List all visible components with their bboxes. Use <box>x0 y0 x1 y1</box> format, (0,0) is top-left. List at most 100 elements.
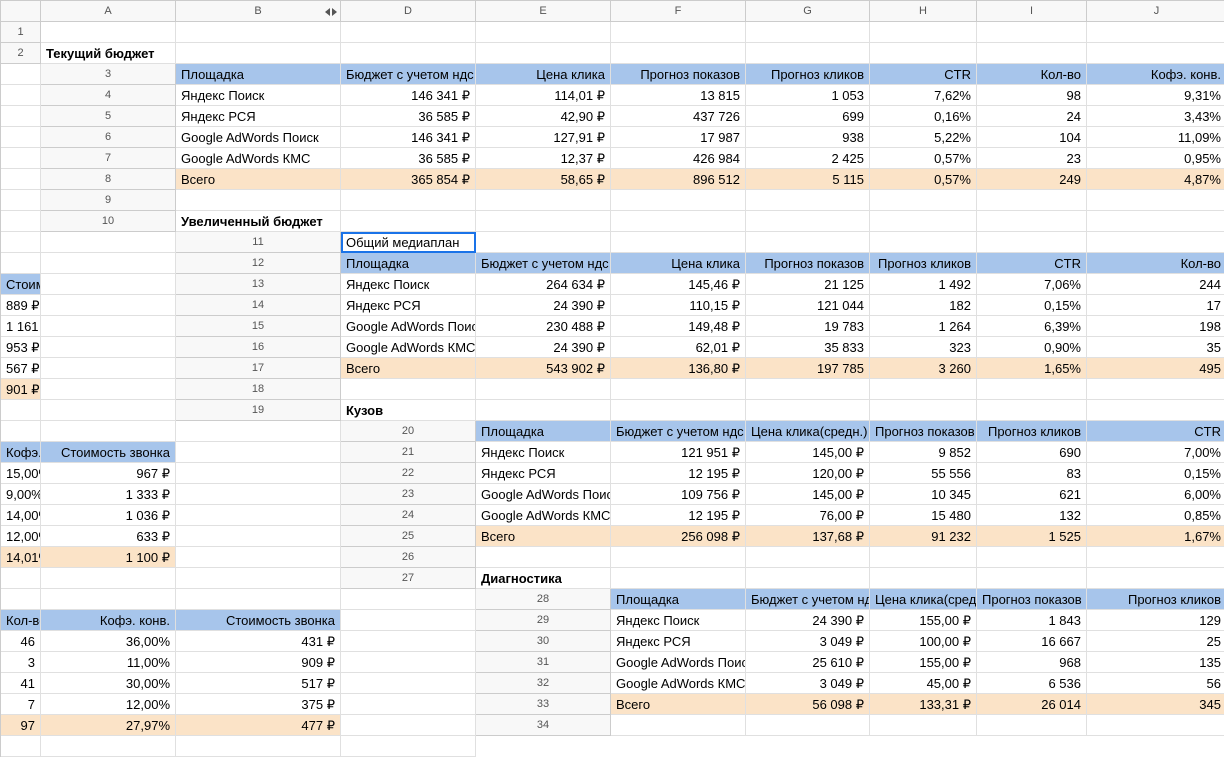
empty-cell[interactable] <box>476 232 611 253</box>
data-cell[interactable]: Яндекс РСЯ <box>476 463 611 484</box>
row-header[interactable]: 33 <box>476 694 611 715</box>
table-header[interactable]: Кофэ. конв. <box>41 610 176 631</box>
total-cell[interactable]: 1,67% <box>1087 526 1224 547</box>
data-cell[interactable]: 690 <box>977 442 1087 463</box>
data-cell[interactable]: 909 ₽ <box>176 652 341 673</box>
total-cell[interactable]: 345 <box>1087 694 1224 715</box>
table-header[interactable]: Прогноз показов <box>977 589 1087 610</box>
empty-cell[interactable] <box>746 379 870 400</box>
empty-cell[interactable] <box>977 547 1087 568</box>
row-header[interactable]: 22 <box>341 463 476 484</box>
empty-cell[interactable] <box>1 127 41 148</box>
total-cell[interactable]: Всего <box>176 169 341 190</box>
row-header[interactable]: 6 <box>41 127 176 148</box>
total-cell[interactable]: 1 525 <box>977 526 1087 547</box>
data-cell[interactable]: 699 <box>746 106 870 127</box>
data-cell[interactable]: 114,01 ₽ <box>476 85 611 106</box>
table-header[interactable]: Цена клика(средн.) <box>746 421 870 442</box>
empty-cell[interactable] <box>1 232 41 253</box>
data-cell[interactable]: 109 756 ₽ <box>611 484 746 505</box>
section-title[interactable]: Текущий бюджет <box>41 43 176 64</box>
empty-cell[interactable] <box>746 43 870 64</box>
total-cell[interactable]: 901 ₽ <box>1 379 41 400</box>
data-cell[interactable]: 437 726 <box>611 106 746 127</box>
data-cell[interactable]: 35 833 <box>746 337 870 358</box>
table-header[interactable]: Цена клика <box>476 64 611 85</box>
empty-cell[interactable] <box>41 295 176 316</box>
row-header[interactable]: 11 <box>176 232 341 253</box>
data-cell[interactable]: 3,43% <box>1087 106 1224 127</box>
empty-cell[interactable] <box>870 568 977 589</box>
data-cell[interactable]: Яндекс Поиск <box>341 274 476 295</box>
data-cell[interactable]: 17 987 <box>611 127 746 148</box>
row-header[interactable]: 9 <box>41 190 176 211</box>
empty-cell[interactable] <box>1 169 41 190</box>
empty-cell[interactable] <box>41 421 176 442</box>
data-cell[interactable]: 24 <box>977 106 1087 127</box>
empty-cell[interactable] <box>977 211 1087 232</box>
data-cell[interactable]: 25 <box>1087 631 1224 652</box>
data-cell[interactable]: 375 ₽ <box>176 694 341 715</box>
empty-cell[interactable] <box>41 379 176 400</box>
row-header[interactable]: 10 <box>41 211 176 232</box>
table-header[interactable]: Прогноз кликов <box>977 421 1087 442</box>
data-cell[interactable]: 17 <box>1087 295 1224 316</box>
empty-cell[interactable] <box>746 232 870 253</box>
spreadsheet-grid[interactable]: ABDEFGHIJK12Текущий бюджетЗвонки3Площадк… <box>0 0 1224 757</box>
empty-cell[interactable] <box>746 22 870 43</box>
empty-cell[interactable] <box>176 190 341 211</box>
total-cell[interactable]: Всего <box>476 526 611 547</box>
empty-cell[interactable] <box>476 190 611 211</box>
data-cell[interactable]: 889 ₽ <box>1 295 41 316</box>
row-header[interactable]: 34 <box>476 715 611 736</box>
table-header[interactable]: CTR <box>977 253 1087 274</box>
total-cell[interactable]: 3 260 <box>870 358 977 379</box>
empty-cell[interactable] <box>977 715 1087 736</box>
data-cell[interactable]: 1 264 <box>870 316 977 337</box>
section-title[interactable]: Кузов <box>341 400 476 421</box>
table-header[interactable]: Бюджет с учетом ндс 18% <box>476 253 611 274</box>
empty-cell[interactable] <box>476 379 611 400</box>
row-header[interactable]: 19 <box>176 400 341 421</box>
data-cell[interactable]: 149,48 ₽ <box>611 316 746 337</box>
data-cell[interactable]: Google AdWords Поиск <box>341 316 476 337</box>
empty-cell[interactable] <box>176 505 341 526</box>
table-header[interactable]: Прогноз показов <box>611 64 746 85</box>
empty-cell[interactable] <box>176 736 341 757</box>
total-cell[interactable]: 133,31 ₽ <box>870 694 977 715</box>
total-cell[interactable]: 91 232 <box>870 526 977 547</box>
data-cell[interactable]: 11,00% <box>41 652 176 673</box>
empty-cell[interactable] <box>746 211 870 232</box>
data-cell[interactable]: 12 195 ₽ <box>611 463 746 484</box>
empty-cell[interactable] <box>1 253 41 274</box>
data-cell[interactable]: 0,85% <box>1087 505 1224 526</box>
empty-cell[interactable] <box>341 673 476 694</box>
data-cell[interactable]: 120,00 ₽ <box>746 463 870 484</box>
table-header[interactable]: Прогноз показов <box>746 253 870 274</box>
data-cell[interactable]: 0,90% <box>977 337 1087 358</box>
empty-cell[interactable] <box>746 568 870 589</box>
total-cell[interactable]: 0,57% <box>870 169 977 190</box>
data-cell[interactable]: 135 <box>1087 652 1224 673</box>
data-cell[interactable]: 567 ₽ <box>1 358 41 379</box>
data-cell[interactable]: 155,00 ₽ <box>870 610 977 631</box>
data-cell[interactable]: 25 610 ₽ <box>746 652 870 673</box>
data-cell[interactable]: Google AdWords Поиск <box>476 484 611 505</box>
data-cell[interactable]: 182 <box>870 295 977 316</box>
table-header[interactable]: Прогноз кликов <box>870 253 977 274</box>
data-cell[interactable]: 9 852 <box>870 442 977 463</box>
section-title[interactable]: Диагностика <box>476 568 611 589</box>
empty-cell[interactable] <box>1 85 41 106</box>
data-cell[interactable]: 36,00% <box>41 631 176 652</box>
table-header[interactable]: Бюджет с учетом ндс 18% <box>611 421 746 442</box>
empty-cell[interactable] <box>870 547 977 568</box>
data-cell[interactable]: 1 843 <box>977 610 1087 631</box>
empty-cell[interactable] <box>870 22 977 43</box>
total-cell[interactable]: 58,65 ₽ <box>476 169 611 190</box>
data-cell[interactable]: 21 125 <box>746 274 870 295</box>
data-cell[interactable]: 7,00% <box>1087 442 1224 463</box>
data-cell[interactable]: 323 <box>870 337 977 358</box>
data-cell[interactable]: 1 492 <box>870 274 977 295</box>
column-collapse-icon[interactable] <box>325 5 337 20</box>
data-cell[interactable]: 13 815 <box>611 85 746 106</box>
